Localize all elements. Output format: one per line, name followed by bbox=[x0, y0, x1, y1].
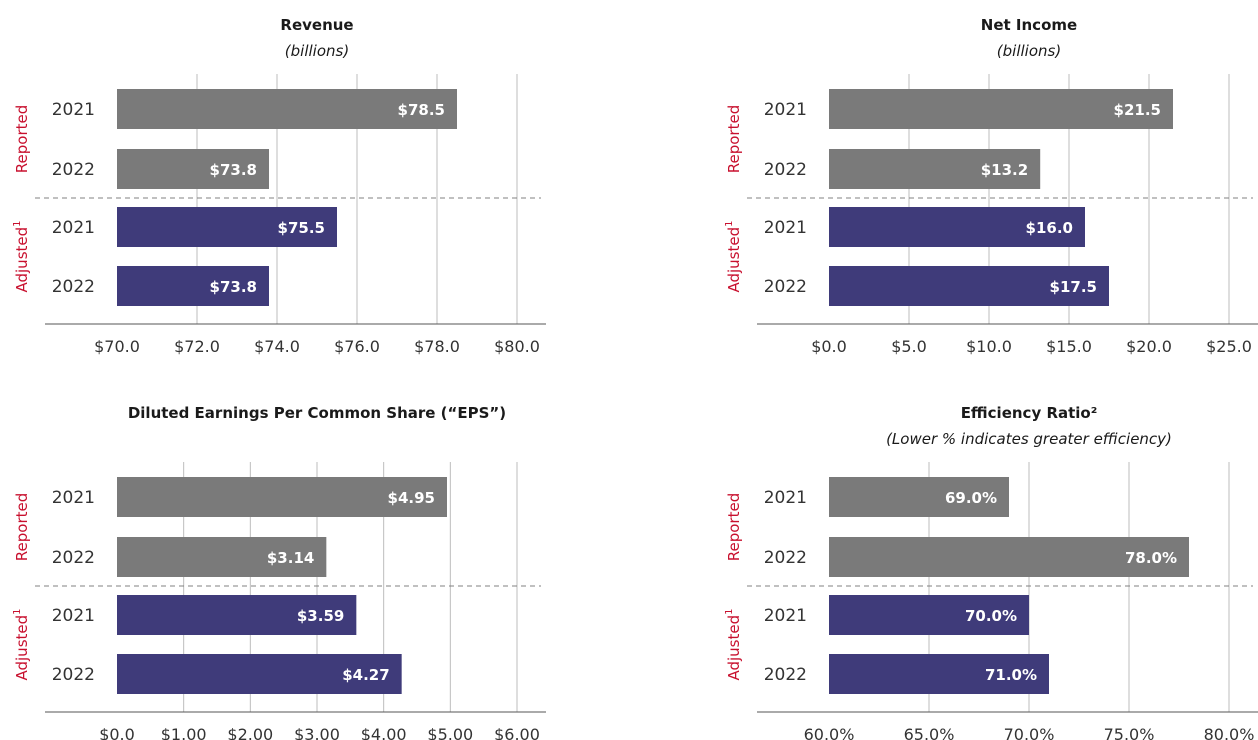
bar-year-label: 2021 bbox=[52, 100, 95, 120]
bar-adjusted-2022 bbox=[829, 654, 1049, 694]
bar-reported-2021 bbox=[829, 89, 1173, 129]
bar-year-label: 2022 bbox=[52, 160, 95, 180]
group-label-adjusted: Adjusted1 bbox=[12, 608, 31, 680]
bar-value-label: $16.0 bbox=[1026, 219, 1073, 237]
bar-value-label: 70.0% bbox=[965, 607, 1017, 625]
group-label-adjusted: Adjusted1 bbox=[724, 220, 743, 292]
x-tick-label: $6.00 bbox=[494, 725, 540, 740]
x-tick-label: $25.0 bbox=[1206, 337, 1252, 356]
bar-year-label: 2022 bbox=[52, 548, 95, 568]
x-tick-label: 80.0% bbox=[1204, 725, 1255, 740]
bar-year-label: 2021 bbox=[52, 606, 95, 626]
x-tick-label: $78.0 bbox=[414, 337, 460, 356]
x-tick-label: $5.0 bbox=[891, 337, 927, 356]
bar-year-label: 2022 bbox=[764, 277, 807, 297]
bar-reported-2022 bbox=[829, 537, 1189, 577]
bar-value-label: 69.0% bbox=[945, 489, 997, 507]
group-label-reported: Reported bbox=[725, 105, 743, 173]
chart-subtitle: (billions) bbox=[997, 42, 1061, 60]
chart-1: Revenue (billions) $70.0 $72.0 $74.0 $76.0 $78… bbox=[12, 16, 546, 356]
chart-subtitle: (Lower % indicates greater efficiency) bbox=[886, 430, 1172, 448]
bar-year-label: 2021 bbox=[764, 100, 807, 120]
bar-adjusted-2021 bbox=[829, 207, 1085, 247]
bar-year-label: 2021 bbox=[52, 488, 95, 508]
bar-value-label: 78.0% bbox=[1125, 549, 1177, 567]
bar-adjusted-2021 bbox=[117, 595, 357, 635]
bar-value-label: $75.5 bbox=[278, 219, 325, 237]
x-tick-label: $3.00 bbox=[294, 725, 340, 740]
bar-value-label: $73.8 bbox=[210, 161, 257, 179]
bar-adjusted-2021 bbox=[117, 207, 337, 247]
bar-value-label: $4.95 bbox=[388, 489, 435, 507]
bar-value-label: $3.59 bbox=[297, 607, 344, 625]
chart-title: Net Income bbox=[981, 16, 1077, 34]
chart-2: Net Income (billions) $0.0 $5.0 $10.0 $15.0 $2… bbox=[724, 16, 1258, 356]
bar-year-label: 2021 bbox=[764, 488, 807, 508]
x-tick-label: $10.0 bbox=[966, 337, 1012, 356]
x-tick-label: $76.0 bbox=[334, 337, 380, 356]
x-tick-label: $20.0 bbox=[1126, 337, 1172, 356]
bar-reported-2021 bbox=[829, 477, 1009, 517]
bar-year-label: 2022 bbox=[52, 665, 95, 685]
group-label-reported: Reported bbox=[13, 493, 31, 561]
bar-reported-2022 bbox=[117, 149, 269, 189]
x-tick-label: $70.0 bbox=[94, 337, 140, 356]
x-tick-label: 60.0% bbox=[804, 725, 855, 740]
bar-reported-2021 bbox=[117, 89, 457, 129]
x-tick-label: $0.0 bbox=[811, 337, 847, 356]
group-label-adjusted: Adjusted1 bbox=[724, 608, 743, 680]
x-tick-label: 65.0% bbox=[904, 725, 955, 740]
bar-value-label: 71.0% bbox=[985, 666, 1037, 684]
bar-reported-2022 bbox=[829, 149, 1041, 189]
bar-value-label: $3.14 bbox=[267, 549, 314, 567]
x-tick-label: 70.0% bbox=[1004, 725, 1055, 740]
group-label-reported: Reported bbox=[13, 105, 31, 173]
chart-title: Revenue bbox=[280, 16, 353, 34]
bar-year-label: 2022 bbox=[52, 277, 95, 297]
group-label-adjusted: Adjusted1 bbox=[12, 220, 31, 292]
x-tick-label: $0.0 bbox=[99, 725, 135, 740]
bar-year-label: 2022 bbox=[764, 548, 807, 568]
x-tick-label: $2.00 bbox=[227, 725, 273, 740]
bar-reported-2021 bbox=[117, 477, 447, 517]
bar-year-label: 2021 bbox=[764, 218, 807, 238]
x-tick-label: $15.0 bbox=[1046, 337, 1092, 356]
chart-title: Efficiency Ratio² bbox=[961, 404, 1098, 422]
bar-value-label: $13.2 bbox=[981, 161, 1028, 179]
bar-year-label: 2021 bbox=[52, 218, 95, 238]
bar-adjusted-2022 bbox=[117, 654, 402, 694]
x-tick-label: $4.00 bbox=[361, 725, 407, 740]
bar-value-label: $4.27 bbox=[342, 666, 389, 684]
group-label-reported: Reported bbox=[725, 493, 743, 561]
chart-4: Efficiency Ratio² (Lower % indicates grea… bbox=[724, 404, 1258, 740]
bar-adjusted-2022 bbox=[829, 266, 1109, 306]
x-tick-label: $72.0 bbox=[174, 337, 220, 356]
x-tick-label: $5.00 bbox=[427, 725, 473, 740]
bar-reported-2022 bbox=[117, 537, 327, 577]
chart-subtitle: (billions) bbox=[285, 42, 349, 60]
x-tick-label: $1.00 bbox=[161, 725, 207, 740]
x-tick-label: $80.0 bbox=[494, 337, 540, 356]
bar-value-label: $73.8 bbox=[210, 278, 257, 296]
bar-adjusted-2021 bbox=[829, 595, 1029, 635]
bar-adjusted-2022 bbox=[117, 266, 269, 306]
x-tick-label: $74.0 bbox=[254, 337, 300, 356]
chart-3: Diluted Earnings Per Common Share (“EPS”… bbox=[12, 404, 546, 740]
bar-year-label: 2022 bbox=[764, 665, 807, 685]
x-tick-label: 75.0% bbox=[1104, 725, 1155, 740]
bar-value-label: $17.5 bbox=[1050, 278, 1097, 296]
chart-title: Diluted Earnings Per Common Share (“EPS”… bbox=[128, 404, 506, 422]
bar-year-label: 2022 bbox=[764, 160, 807, 180]
bar-value-label: $21.5 bbox=[1114, 101, 1161, 119]
bar-year-label: 2021 bbox=[764, 606, 807, 626]
bar-value-label: $78.5 bbox=[398, 101, 445, 119]
